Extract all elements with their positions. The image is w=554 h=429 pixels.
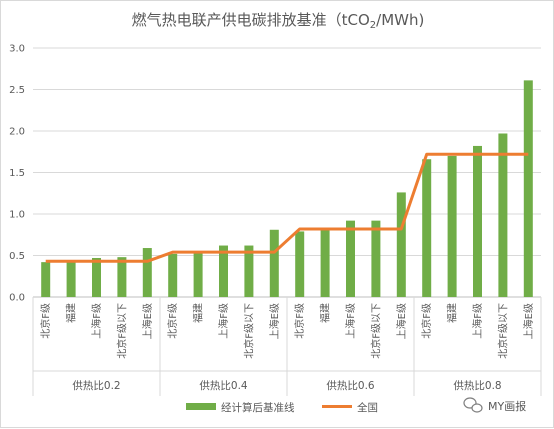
bar <box>269 229 279 297</box>
national-line-series <box>45 152 529 263</box>
bar <box>346 220 355 297</box>
x-group-label: 供热比0.6 <box>326 379 375 392</box>
x-category-label: 上海F级 <box>344 303 357 339</box>
x-category-label: 北京F级 <box>420 303 433 339</box>
national-line <box>45 152 529 263</box>
bar <box>523 80 533 298</box>
bar <box>168 253 178 297</box>
y-tick-label: 0.5 <box>9 251 25 262</box>
x-category-label: 上海F级 <box>217 303 230 339</box>
chart-title: 燃气热电联产供电碳排放基准（tCO2/MWh) <box>132 11 425 31</box>
x-group-label: 供热比0.2 <box>72 379 120 392</box>
y-tick-label: 1.5 <box>9 168 25 179</box>
legend-label-bar: 经计算后基准线 <box>221 401 295 414</box>
x-category-label: 北京F级以下 <box>369 303 382 359</box>
bar <box>295 231 305 297</box>
x-group-label: 供热比0.8 <box>453 379 501 392</box>
legend: 经计算后基准线 全国 <box>186 401 378 414</box>
x-category-label: 北京F级以下 <box>496 303 509 359</box>
x-category-label: 福建 <box>192 303 205 323</box>
x-category-label: 上海E级 <box>268 303 281 339</box>
y-tick-label: 2.5 <box>9 85 25 96</box>
chart-title-main: 燃气热电联产供电碳排放基准（tCO <box>132 11 370 29</box>
x-category-label: 上海E级 <box>522 303 535 339</box>
bar <box>193 252 203 297</box>
bar <box>92 257 101 297</box>
bar <box>422 159 432 297</box>
x-category-label: 北京F级以下 <box>115 303 128 359</box>
bar <box>447 155 457 297</box>
watermark-text: MY画报 <box>488 399 526 413</box>
bar <box>371 220 381 297</box>
bar <box>219 245 228 297</box>
bar <box>498 133 508 297</box>
y-tick-label: 1.0 <box>9 210 25 221</box>
bar <box>142 248 152 297</box>
bar <box>320 229 330 297</box>
y-tick-label: 0.0 <box>9 293 25 304</box>
chart-title-tail: /MWh) <box>376 11 424 29</box>
bar <box>473 145 482 297</box>
x-category-label: 北京F级以下 <box>242 303 255 359</box>
x-category-label: 北京F级 <box>293 303 306 339</box>
x-category-label: 北京F级 <box>39 303 52 339</box>
x-category-label: 上海F级 <box>471 303 484 339</box>
x-category-label: 北京F级 <box>166 303 179 339</box>
x-category-label: 上海E级 <box>395 303 408 339</box>
x-category-label: 福建 <box>319 303 332 323</box>
bar-series <box>41 80 533 298</box>
x-group-label: 供热比0.4 <box>199 379 248 392</box>
bar <box>117 257 127 297</box>
bar <box>244 245 254 297</box>
bar <box>66 261 76 297</box>
x-category-label: 福建 <box>446 303 459 323</box>
legend-swatch-bar <box>186 403 216 410</box>
x-category-label: 上海F级 <box>90 303 103 339</box>
y-axis-ticks: 0.0 0.5 1.0 1.5 2.0 2.5 3.0 <box>9 44 25 304</box>
chart-title-subscript: 2 <box>370 20 376 31</box>
gridlines <box>33 47 541 298</box>
watermark: MY画报 <box>463 397 526 413</box>
bar <box>396 192 406 297</box>
y-tick-label: 3.0 <box>9 44 25 55</box>
wechat-icon <box>463 397 483 413</box>
x-category-label: 福建 <box>65 303 78 323</box>
bar <box>41 262 51 297</box>
y-tick-label: 2.0 <box>9 127 25 138</box>
legend-label-line: 全国 <box>357 401 378 414</box>
x-category-label: 上海E级 <box>141 303 154 339</box>
